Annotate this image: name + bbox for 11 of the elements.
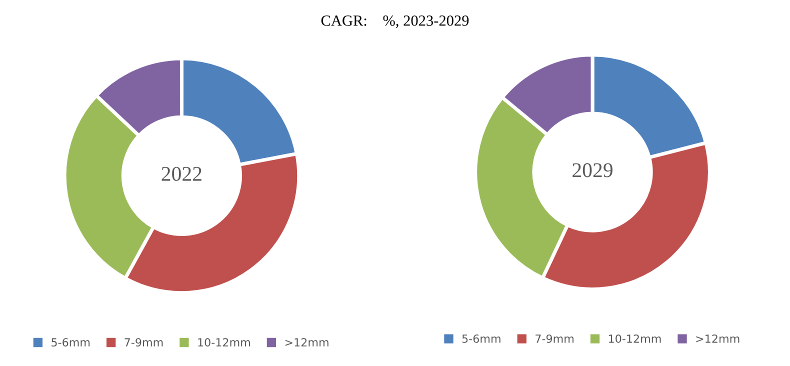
legend-label: 5-6mm xyxy=(462,334,500,343)
legend-label: 7-9mm xyxy=(536,334,574,343)
text: 2029 xyxy=(572,163,612,178)
text: 2022 xyxy=(162,166,202,181)
legend-label: 5-6mm xyxy=(52,338,90,347)
legend-label: >12mm xyxy=(285,338,328,346)
text: CAGR: %, 2023-2029 xyxy=(321,15,469,28)
legend-label: >12mm xyxy=(696,334,740,343)
legend-label: 10-12mm xyxy=(609,334,661,343)
legend-label: 7-9mm xyxy=(124,338,163,347)
legend-label: 10-12mm xyxy=(198,338,250,347)
